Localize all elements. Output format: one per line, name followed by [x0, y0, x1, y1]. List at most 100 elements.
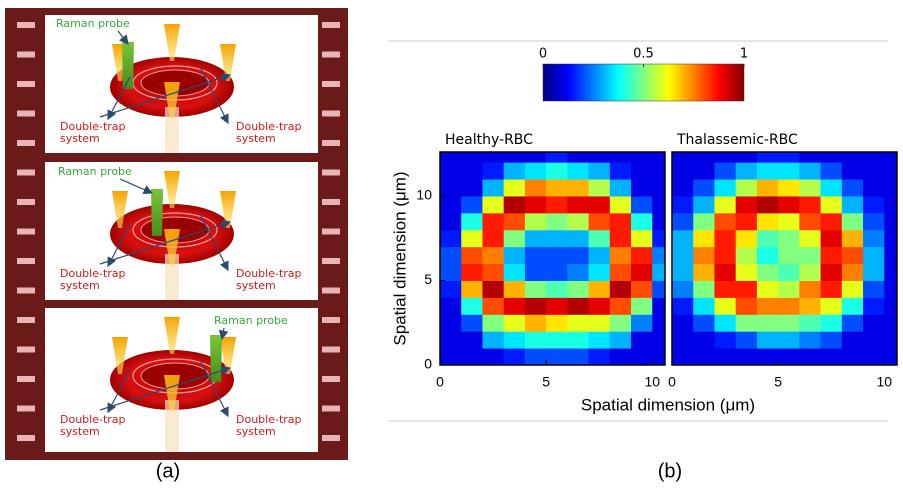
heatmap-cell — [841, 212, 864, 231]
heatmap-cell — [652, 212, 665, 231]
trap-cone — [164, 82, 180, 119]
y-tick-label: 5 — [424, 271, 432, 287]
heatmap-cell — [693, 246, 715, 265]
heatmap-cell — [820, 246, 843, 265]
heatmap-cell — [567, 162, 590, 180]
heatmap-cell — [735, 314, 758, 332]
heatmap-cell — [567, 212, 590, 231]
heatmap-cell — [652, 246, 665, 265]
beam — [165, 107, 179, 153]
heatmap-cell — [672, 229, 694, 248]
heatmap-cell — [482, 162, 505, 180]
heatmap-cell — [693, 162, 715, 180]
sprocket-hole — [322, 169, 340, 176]
heatmap-cell — [546, 314, 568, 332]
sprocket-hole — [17, 317, 35, 323]
sprocket-hole — [17, 287, 35, 294]
heatmap-cell — [631, 179, 653, 197]
heatmap-cell — [461, 314, 483, 332]
heatmap-cell — [503, 297, 526, 315]
heatmap-cell — [482, 212, 505, 231]
heatmap-cell — [820, 152, 843, 163]
heatmap-cell — [609, 297, 632, 315]
heatmap-cell — [631, 263, 653, 281]
arrow — [199, 213, 229, 272]
heatmap-cell — [714, 348, 737, 365]
heatmap-cell — [440, 179, 462, 197]
trap-cone — [112, 191, 128, 228]
heatmap-cell — [693, 195, 715, 214]
heatmap-cell — [863, 195, 885, 214]
heatmap-cell — [503, 152, 526, 163]
heatmap-cell — [841, 263, 864, 281]
heatmap-cell — [588, 152, 611, 163]
heatmap-cell — [588, 331, 611, 349]
heatmap-cell — [461, 212, 483, 231]
sprocket-hole — [17, 228, 35, 235]
heatmap-cell — [461, 229, 483, 248]
heatmap-cell — [588, 212, 611, 231]
heatmap-cell — [461, 152, 483, 163]
heatmap-cell — [609, 331, 632, 349]
heatmap-cell — [652, 348, 665, 365]
heatmap-cell — [567, 348, 590, 365]
heatmap-cell — [440, 246, 462, 265]
x-tick-label: 5 — [542, 374, 550, 390]
x-tick-label: 0 — [436, 374, 444, 390]
heatmap-cell — [693, 229, 715, 248]
sprocket-hole — [17, 22, 35, 28]
heatmap-cell — [588, 229, 611, 248]
heatmap-cell — [482, 314, 505, 332]
heatmap-cell — [735, 162, 758, 180]
trap-cone — [220, 44, 236, 81]
sprocket-hole — [322, 199, 340, 205]
heatmap-cell — [778, 348, 800, 365]
heatmap-cell — [652, 297, 665, 315]
heatmap-cell — [863, 229, 885, 248]
probe-label: Raman probe — [214, 314, 288, 327]
probe-label: Raman probe — [56, 17, 130, 30]
heatmap-cell — [778, 280, 800, 298]
heatmap-cell — [524, 152, 547, 163]
heatmap-cell — [652, 314, 665, 332]
x-tick-label: 10 — [644, 374, 660, 390]
heatmap-cell — [863, 162, 885, 180]
heatmap-cell — [524, 314, 547, 332]
heatmap-cell — [799, 212, 822, 231]
heatmap-cell — [820, 314, 843, 332]
heatmap-cell — [714, 162, 737, 180]
heatmap-cell — [714, 229, 737, 248]
heatmap-cell — [546, 263, 568, 281]
heatmap-cell — [652, 280, 665, 298]
heatmap-cell — [609, 280, 632, 298]
heatmap-cell — [482, 179, 505, 197]
heatmap-cell — [841, 314, 864, 332]
heatmap-cell — [693, 179, 715, 197]
heatmap-cell — [884, 348, 897, 365]
heatmap-cell — [546, 212, 568, 231]
colorbar-tick-label: 0 — [539, 47, 547, 62]
heatmap-cell — [482, 331, 505, 349]
heatmap-cell — [884, 195, 897, 214]
heatmap-cell — [482, 263, 505, 281]
heatmap-cell — [863, 179, 885, 197]
arrow — [99, 73, 232, 118]
heatmap-cell — [884, 263, 897, 281]
heatmap-cell — [440, 212, 462, 231]
sprocket-hole — [17, 169, 35, 176]
heatmap-cell — [841, 152, 864, 163]
heatmap-cell — [863, 263, 885, 281]
heatmap-cell — [524, 280, 547, 298]
heatmap-cell — [863, 297, 885, 315]
heatmap-cell — [482, 297, 505, 315]
sprocket-hole — [322, 22, 340, 28]
panel-label: (b) — [658, 460, 682, 482]
heatmap-cell — [799, 246, 822, 265]
heatmap-cell — [756, 152, 779, 163]
beam — [165, 254, 179, 300]
heatmap-cell — [609, 348, 632, 365]
heatmap-cell — [503, 229, 526, 248]
heatmap-cell — [672, 263, 694, 281]
heatmap-cell — [778, 152, 800, 163]
